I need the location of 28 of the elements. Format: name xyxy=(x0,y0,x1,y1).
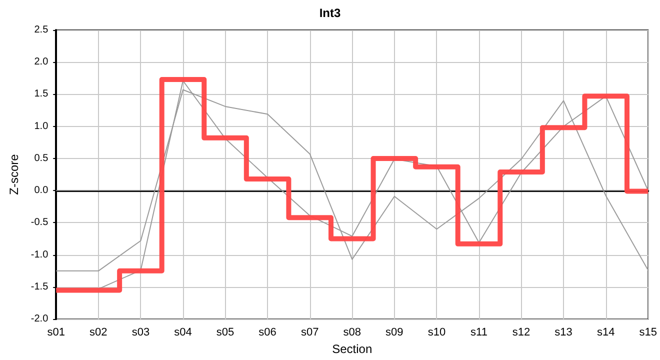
x-tick-label: s01 xyxy=(47,326,66,339)
x-tick-label: s08 xyxy=(343,326,362,339)
x-tick-label: s03 xyxy=(132,326,150,339)
x-tick-label: s04 xyxy=(174,326,192,339)
y-tick-label: -2.0 xyxy=(30,314,49,325)
x-tick-label: s02 xyxy=(90,326,108,339)
x-tick-label: s06 xyxy=(258,326,276,339)
y-tick-label: -0.5 xyxy=(30,217,49,228)
x-tick-label: s12 xyxy=(512,326,530,339)
x-tick-label: s13 xyxy=(554,326,572,339)
y-tick-label: 0.5 xyxy=(34,152,49,164)
y-tick-label: 0.0 xyxy=(34,185,49,196)
x-tick-label: s05 xyxy=(216,326,234,339)
x-tick-label: s15 xyxy=(639,326,658,339)
y-tick-label: 1.5 xyxy=(34,88,49,100)
x-tick-label: s07 xyxy=(300,326,319,339)
x-tick-label: s14 xyxy=(596,326,615,339)
chart-title: Int3 xyxy=(319,6,341,20)
x-tick-label: s10 xyxy=(428,326,446,339)
y-tick-label: 2.5 xyxy=(34,24,49,36)
y-tick-label: 1.0 xyxy=(34,120,49,132)
x-axis-title: Section xyxy=(332,342,372,356)
y-axis-title: Z-score xyxy=(7,154,21,195)
y-tick-label: 2.0 xyxy=(34,56,49,68)
y-tick-label: -1.0 xyxy=(30,249,49,260)
x-tick-label: s11 xyxy=(470,326,488,339)
y-tick-label: -1.5 xyxy=(30,281,49,292)
x-tick-label: s09 xyxy=(386,326,404,339)
